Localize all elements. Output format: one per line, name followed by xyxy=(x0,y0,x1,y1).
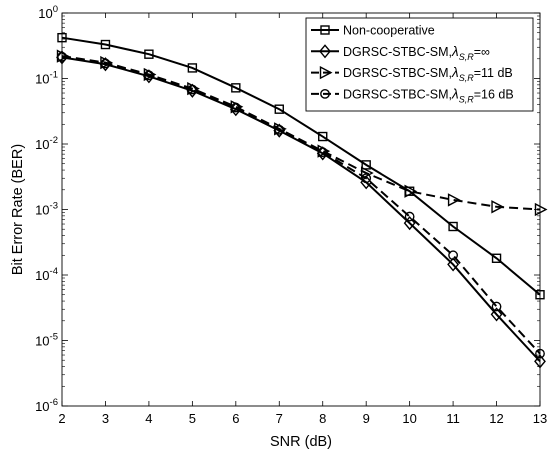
y-tick-label: 10-3 xyxy=(35,201,58,218)
x-tick-label: 8 xyxy=(319,411,326,426)
x-axis-label: SNR (dB) xyxy=(270,434,332,450)
legend-marker-1 xyxy=(320,25,330,35)
legend-entry-2: DGRSC-STBC-SM,λS,R=∞ xyxy=(343,44,490,62)
y-tick-label: 10-2 xyxy=(35,135,58,152)
legend-marker-3 xyxy=(319,65,333,80)
series-3-point xyxy=(491,200,505,214)
series-2-point xyxy=(490,307,503,322)
series-4-point xyxy=(448,250,458,261)
series-3-point xyxy=(360,166,374,180)
x-tick-label: 6 xyxy=(232,411,239,426)
x-tick-label: 12 xyxy=(489,411,503,426)
legend-entry-1: Non-cooperative xyxy=(343,24,435,38)
y-tick-label: 100 xyxy=(38,4,58,21)
series-1-point xyxy=(318,131,328,142)
series-1-point xyxy=(100,39,111,50)
x-tick-label: 3 xyxy=(102,411,109,426)
y-tick-label: 10-5 xyxy=(35,332,58,349)
x-tick-label: 5 xyxy=(189,411,196,426)
series-4-point xyxy=(317,147,328,158)
series-3-point xyxy=(447,193,461,207)
series-4-point xyxy=(274,124,285,135)
series-1-point xyxy=(361,160,371,170)
series-4-point xyxy=(491,301,502,312)
x-tick-label: 11 xyxy=(446,411,460,426)
series-2-point xyxy=(229,102,242,117)
series-4-point xyxy=(144,70,154,81)
series-line-1 xyxy=(61,36,541,296)
series-2-point xyxy=(447,257,460,272)
legend: Non-cooperative DGRSC-STBC-SM,λS,R=∞ DGRSC… xyxy=(305,17,534,112)
legend-marker-4 xyxy=(320,89,330,99)
series-1-point xyxy=(274,104,284,114)
series-1-point xyxy=(448,221,458,232)
series-3-point xyxy=(404,184,418,198)
series-2-point xyxy=(99,57,112,72)
series-1-point xyxy=(187,63,198,73)
legend-marker-2 xyxy=(319,44,331,59)
legend-entry-4: DGRSC-STBC-SM,λS,R=16 dB xyxy=(343,86,514,104)
series-1-point xyxy=(144,49,154,59)
x-tick-label: 7 xyxy=(276,411,283,426)
legend-box xyxy=(305,17,534,112)
series-4-point xyxy=(230,102,241,113)
y-tick-label: 10-4 xyxy=(35,266,58,283)
x-tick-label: 2 xyxy=(58,411,65,426)
series-4-point xyxy=(361,173,372,184)
series-4-point xyxy=(100,58,111,69)
series-4-point xyxy=(187,84,198,95)
series-group xyxy=(56,32,548,369)
x-tick-label: 10 xyxy=(402,411,416,426)
y-tick-label: 10-6 xyxy=(35,397,58,414)
series-2-point xyxy=(316,146,329,161)
x-tick-label: 13 xyxy=(533,411,547,426)
y-axis-label: Bit Error Rate (BER) xyxy=(10,144,26,275)
series-1-point xyxy=(491,253,502,263)
series-line-4 xyxy=(61,55,541,355)
series-4-point xyxy=(404,211,415,222)
x-tick-label: 4 xyxy=(145,411,152,426)
x-tick-label: 9 xyxy=(363,411,370,426)
legend-entry-3: DGRSC-STBC-SM,λS,R=11 dB xyxy=(343,65,513,83)
series-2-point xyxy=(403,216,416,231)
series-1-point xyxy=(231,83,241,93)
ticks-group: 2 3 4 5 6 7 8 9 10 11 12 13 100 10-1 10-2 10-3 10-4 10-5 1… xyxy=(35,4,547,426)
y-tick-label: 10-1 xyxy=(35,70,58,87)
